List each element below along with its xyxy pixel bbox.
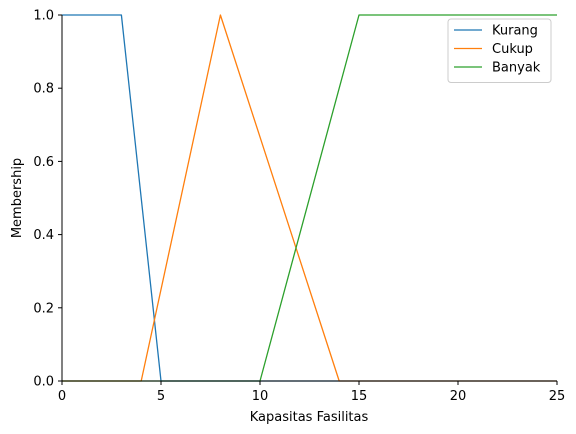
- legend-label-banyak: Banyak: [492, 61, 541, 76]
- x-axis-label: Kapasitas Fasilitas: [250, 410, 369, 425]
- y-tick-label: 0.0: [33, 375, 54, 390]
- y-tick-label: 0.6: [33, 155, 54, 170]
- legend: Kurang Cukup Banyak: [447, 18, 552, 83]
- x-tick-label: 10: [252, 389, 269, 404]
- ticks: 0 5 10 15 20 25 0.0 0.2 0.4 0.6 0.8 1.0: [33, 9, 565, 405]
- x-tick-label: 5: [157, 389, 165, 404]
- y-tick-label: 1.0: [33, 9, 54, 24]
- x-tick-label: 15: [351, 389, 368, 404]
- y-tick-label: 0.4: [33, 228, 54, 243]
- y-tick-label: 0.2: [33, 301, 54, 316]
- x-tick-label: 25: [549, 389, 566, 404]
- x-tick-label: 20: [450, 389, 467, 404]
- y-axis-label: Membership: [10, 158, 25, 238]
- axes: [61, 15, 557, 382]
- x-tick-label: 0: [58, 389, 66, 404]
- legend-label-kurang: Kurang: [492, 24, 538, 39]
- legend-label-cukup: Cukup: [492, 42, 533, 57]
- y-tick-label: 0.8: [33, 82, 54, 97]
